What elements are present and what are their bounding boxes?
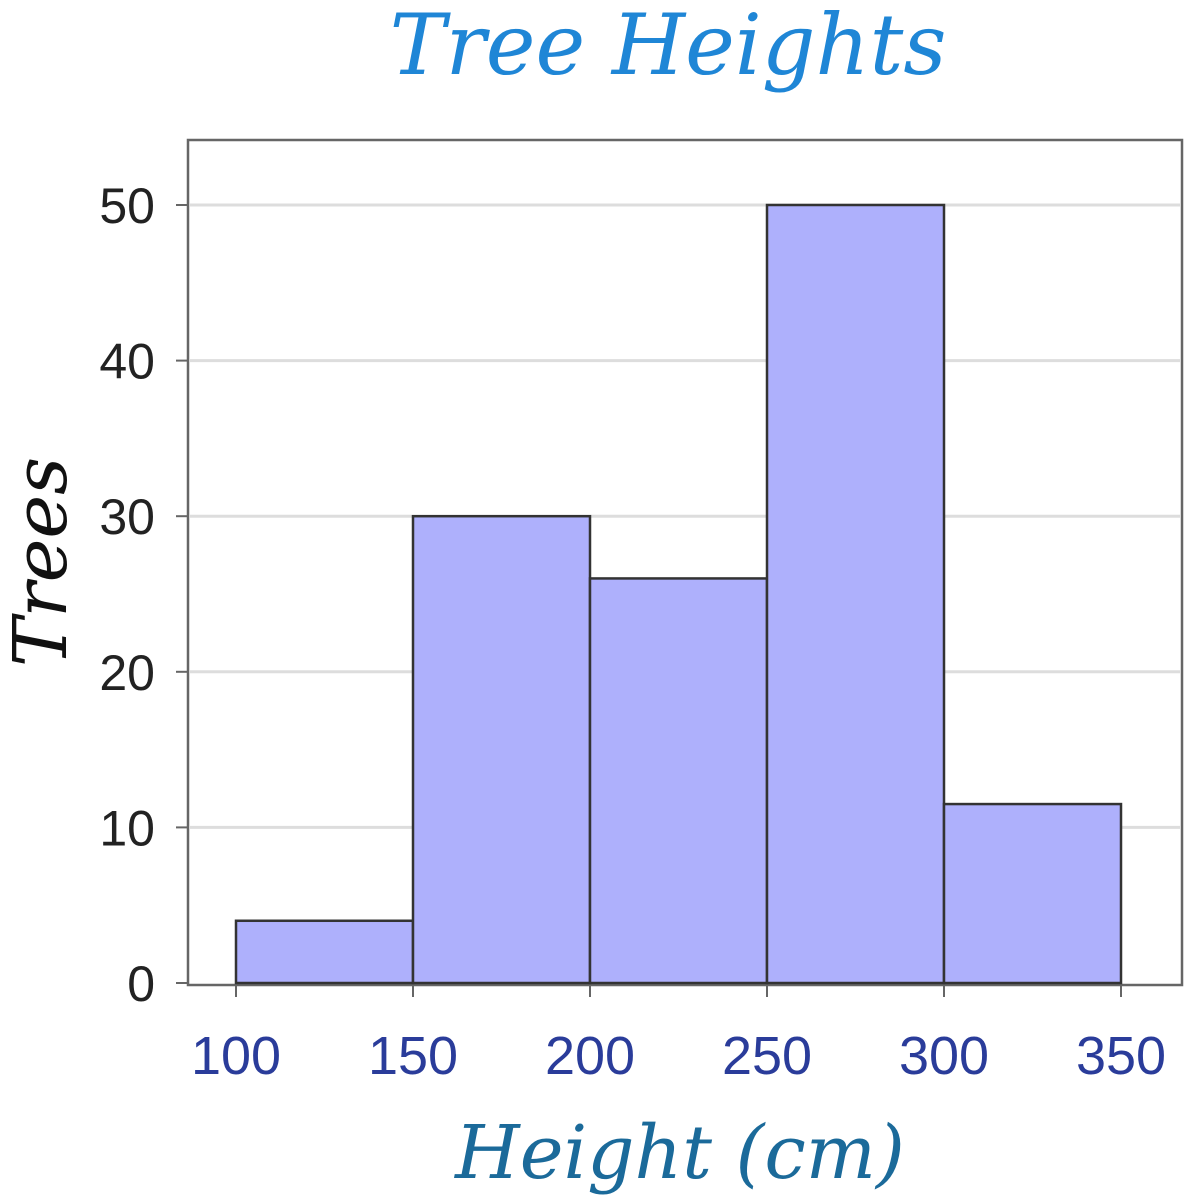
y-tick-label: 0 [127, 956, 155, 1012]
histogram-bar [942, 802, 1123, 985]
y-tick-label: 10 [99, 800, 155, 856]
y-axis-ticks: 0 10 20 30 40 50 [99, 178, 188, 1012]
x-axis-label: Height (cm) [453, 1110, 905, 1196]
histogram-bar [234, 919, 415, 985]
bars [234, 203, 1123, 985]
x-tick-label: 200 [545, 1026, 635, 1086]
x-tick-label: 250 [722, 1026, 812, 1086]
y-axis-label: Trees [0, 457, 84, 667]
chart-title: Tree Heights [390, 0, 947, 94]
x-tick-label: 300 [899, 1026, 989, 1086]
x-axis-ticks: 100 150 200 250 300 350 [191, 985, 1166, 1086]
y-tick-label: 40 [99, 334, 155, 390]
histogram-bar [588, 577, 769, 985]
x-tick-label: 350 [1076, 1026, 1166, 1086]
y-tick-label: 50 [99, 178, 155, 234]
y-tick-label: 30 [99, 489, 155, 545]
histogram-bar [765, 203, 946, 985]
x-tick-label: 150 [368, 1026, 458, 1086]
x-tick-label: 100 [191, 1026, 281, 1086]
y-tick-label: 20 [99, 645, 155, 701]
histogram-bar [411, 514, 592, 985]
